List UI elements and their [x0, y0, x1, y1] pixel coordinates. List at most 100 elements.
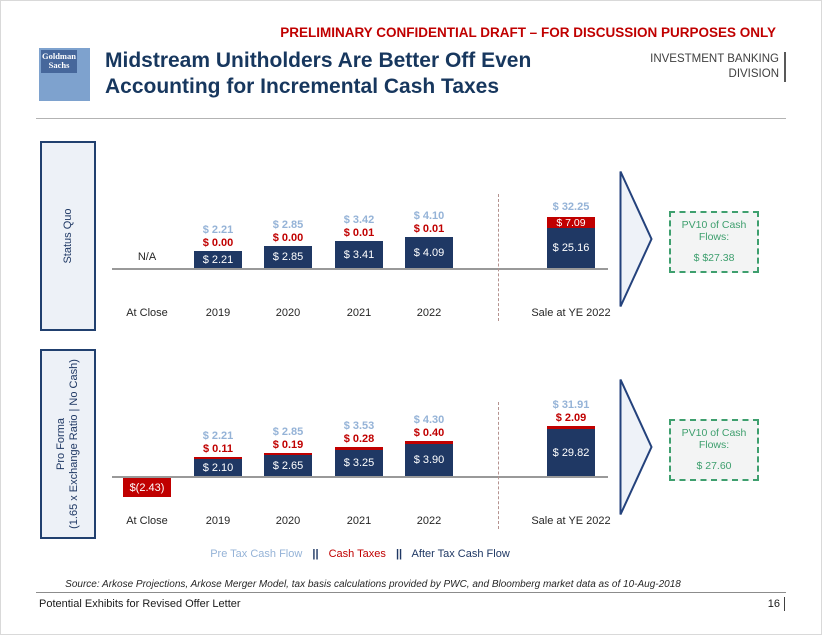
panel-label-box: Pro Forma (1.65 x Exchange Ratio | No Ca… [40, 349, 96, 539]
cash-tax-cap [264, 453, 312, 455]
legend: Pre Tax Cash Flow || Cash Taxes || After… [112, 548, 608, 560]
pretax-value-label: $ 3.53 [343, 420, 375, 432]
cash-tax-value-label: $ 0.01 [343, 226, 375, 239]
category-label: 2022 [416, 515, 442, 527]
source-note: Source: Arkose Projections, Arkose Merge… [65, 579, 681, 590]
separator-dashed-line [498, 402, 499, 529]
pv10-box: PV10 of Cash Flows: $ 27.60 [669, 419, 759, 481]
panel-label-line1: Status Quo [61, 208, 74, 264]
panel-label: Status Quo [46, 142, 90, 330]
axis-line [112, 476, 608, 478]
header-rule [36, 118, 786, 119]
arrow-icon [619, 171, 653, 307]
legend-cash-taxes: Cash Taxes [328, 548, 386, 560]
cash-tax-value-label: $ 0.00 [272, 231, 304, 244]
negative-cash-bar: $(2.43) [123, 478, 171, 497]
slide-title-line2: Accounting for Incremental Cash Taxes [105, 75, 500, 98]
category-label: 2020 [275, 515, 301, 527]
pv10-value: $ $27.38 [693, 252, 735, 264]
after-tax-bar: $ 3.90 [405, 444, 453, 476]
category-label: Sale at YE 2022 [531, 307, 611, 319]
category-label: At Close [126, 515, 168, 527]
pretax-value-label: $ 4.30 [413, 414, 445, 426]
pv10-value: $ 27.60 [696, 460, 732, 472]
bar-value-labels: $ 3.42 $ 0.01 [321, 214, 397, 239]
pretax-value-label: $ 2.21 [202, 430, 234, 442]
bar-value-labels: $ 3.53 $ 0.28 [321, 420, 397, 445]
cash-tax-value-label: $ 0.40 [413, 426, 445, 439]
bar-value-labels: $ 2.85 $ 0.19 [250, 426, 326, 451]
cash-tax-value-label: $ 0.28 [343, 432, 375, 445]
after-tax-bar: $ 4.09 [405, 237, 453, 268]
after-tax-bar: $ 2.65 [264, 455, 312, 476]
slide-title: Midstream Unitholders Are Better Off Eve… [105, 48, 531, 100]
legend-after-tax: After Tax Cash Flow [411, 548, 510, 560]
legend-pre-tax: Pre Tax Cash Flow [210, 548, 303, 560]
category-label: 2021 [346, 515, 372, 527]
category-label: 2022 [416, 307, 442, 319]
separator-dashed-line [498, 194, 499, 321]
logo-line1: Goldman [41, 51, 76, 61]
footer-rule [36, 592, 786, 593]
cash-tax-cap [335, 447, 383, 450]
category-label: At Close [126, 307, 168, 319]
footer-title: Potential Exhibits for Revised Offer Let… [39, 598, 241, 610]
cash-tax-value-label: $ 0.01 [413, 222, 445, 235]
pretax-value-label: $ 2.85 [272, 426, 304, 438]
na-label: N/A [137, 251, 157, 263]
category-label: 2021 [346, 307, 372, 319]
after-tax-bar: $ 2.21 [194, 251, 242, 268]
pro-forma-panel: Pro Forma (1.65 x Exchange Ratio | No Ca… [1, 347, 821, 543]
slide-title-line1: Midstream Unitholders Are Better Off Eve… [105, 49, 532, 72]
pv10-label: PV10 of Cash Flows: [681, 427, 747, 451]
cash-tax-cap [547, 426, 595, 429]
panel-label-line1: Pro Forma [55, 418, 67, 470]
cash-tax-value-label: $ 0.19 [272, 438, 304, 451]
after-tax-bar: $ 25.16 [547, 228, 595, 268]
after-tax-bar: $ 29.82 [547, 429, 595, 476]
division-label: INVESTMENT BANKING DIVISION [650, 52, 786, 82]
category-label: Sale at YE 2022 [531, 515, 611, 527]
arrow-icon [619, 379, 653, 515]
cash-tax-segment: $ 7.09 [547, 217, 595, 229]
after-tax-bar: $ 2.85 [264, 246, 312, 268]
cash-tax-value-label: $ 2.09 [555, 411, 587, 424]
after-tax-bar: $ 3.41 [335, 241, 383, 268]
pv10-box: PV10 of Cash Flows: $ $27.38 [669, 211, 759, 273]
bar-value-labels: $ 2.85 $ 0.00 [250, 219, 326, 244]
goldman-sachs-logo: Goldman Sachs [39, 48, 90, 101]
cash-tax-cap [194, 457, 242, 459]
status-quo-panel: Status Quo PV10 of Cash Flows: $ $27.38 … [1, 139, 821, 335]
legend-separator: || [395, 548, 403, 560]
pv10-label: PV10 of Cash Flows: [681, 219, 747, 243]
panel-label-line2: (1.65 x Exchange Ratio | No Cash) [68, 359, 80, 529]
logo-text: Goldman Sachs [41, 50, 77, 73]
pretax-value-label: $ 2.85 [272, 219, 304, 231]
axis-line [112, 268, 608, 270]
bar-value-labels: $ 2.21 $ 0.11 [180, 430, 256, 455]
confidential-banner: PRELIMINARY CONFIDENTIAL DRAFT – FOR DIS… [280, 25, 776, 40]
logo-line2: Sachs [48, 60, 70, 70]
category-label: 2019 [205, 515, 231, 527]
bar-value-labels: $ 4.10 $ 0.01 [391, 210, 467, 235]
cash-tax-value-label: $ 0.00 [202, 236, 234, 249]
bar-value-labels: $ 32.25 [533, 201, 609, 214]
pretax-value-label: $ 2.21 [202, 224, 234, 236]
division-line2: DIVISION [728, 68, 779, 80]
category-label: 2020 [275, 307, 301, 319]
cash-tax-value-label: $ 0.11 [203, 442, 233, 455]
category-label: 2019 [205, 307, 231, 319]
legend-separator: || [312, 548, 319, 560]
bar-value-labels: $ 2.21 $ 0.00 [180, 224, 256, 249]
division-line1: INVESTMENT BANKING [650, 53, 779, 65]
pretax-value-label: $ 3.42 [343, 214, 375, 226]
bar-value-labels: $ 31.91 $ 2.09 [533, 399, 609, 424]
bar-value-labels: $ 4.30 $ 0.40 [391, 414, 467, 439]
pretax-value-label: $ 31.91 [552, 399, 590, 411]
cash-tax-cap [405, 441, 453, 444]
after-tax-bar: $ 2.10 [194, 459, 242, 476]
pretax-value-label: $ 32.25 [552, 201, 590, 213]
panel-label: Pro Forma (1.65 x Exchange Ratio | No Ca… [46, 350, 90, 538]
panel-label-box: Status Quo [40, 141, 96, 331]
